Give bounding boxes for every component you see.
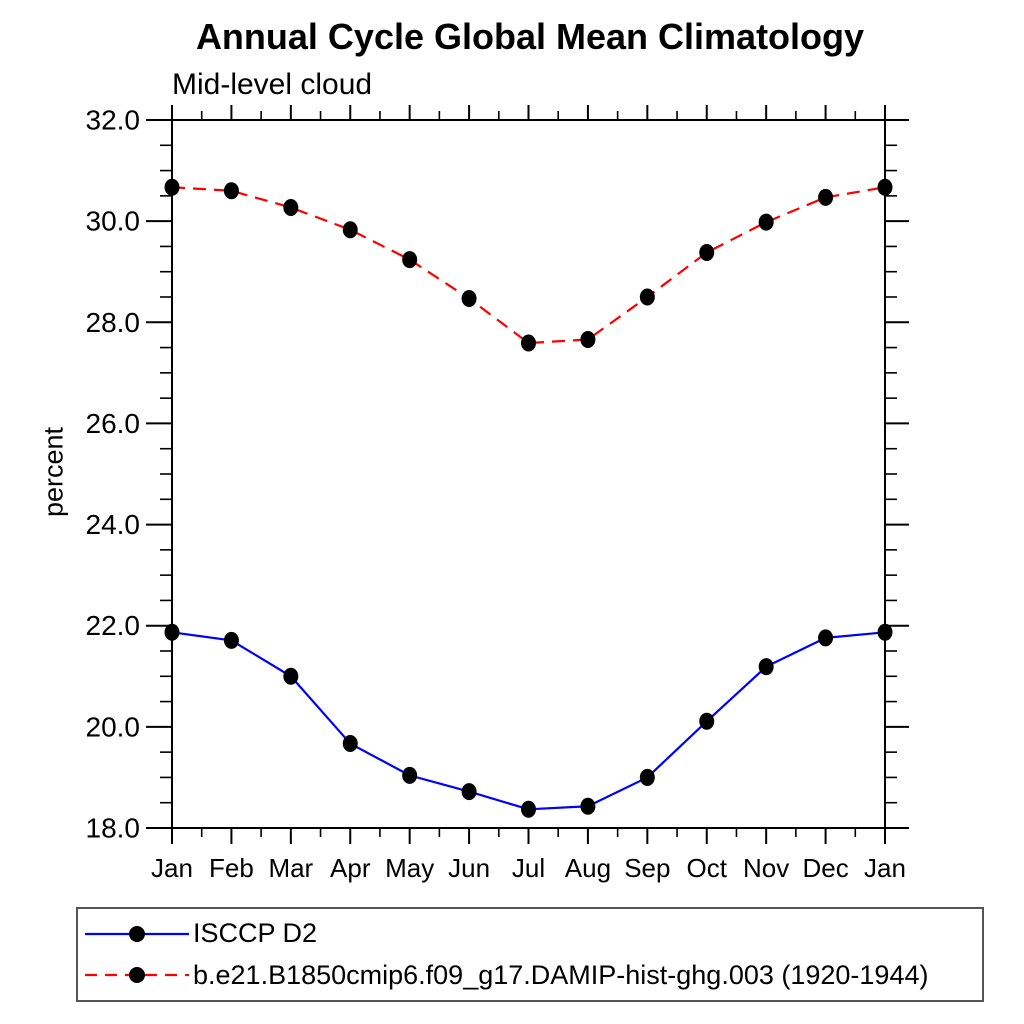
x-tick-label: Jun — [448, 853, 490, 883]
data-point-marker-series-0 — [283, 667, 299, 685]
x-tick-label: May — [385, 853, 434, 883]
data-point-marker-series-0 — [402, 766, 418, 784]
legend-label-isccp-d2: ISCCP D2 — [193, 918, 318, 949]
data-point-marker-series-1 — [283, 198, 299, 216]
x-tick-label: Dec — [802, 853, 848, 883]
data-point-marker-series-0 — [223, 631, 239, 649]
y-tick-label: 24.0 — [86, 509, 141, 540]
x-tick-label: Apr — [330, 853, 371, 883]
y-tick-label: 22.0 — [86, 610, 141, 641]
data-point-marker-series-1 — [699, 243, 715, 261]
legend-dashed-line-icon — [85, 967, 189, 984]
chart-subtitle: Mid-level cloud — [172, 68, 373, 101]
data-point-marker-series-0 — [818, 629, 834, 647]
x-tick-label: Nov — [743, 853, 789, 883]
legend-item-model: b.e21.B1850cmip6.f09_g17.DAMIP-hist-ghg.… — [83, 958, 982, 992]
legend-label-model: b.e21.B1850cmip6.f09_g17.DAMIP-hist-ghg.… — [193, 959, 929, 990]
legend-solid-line-icon — [85, 925, 189, 942]
x-tick-label: Feb — [209, 853, 254, 883]
y-tick-label: 26.0 — [86, 408, 141, 439]
x-tick-label: Jan — [864, 853, 906, 883]
series-line-0 — [171, 631, 886, 811]
x-tick-label: Jul — [512, 853, 545, 883]
data-point-marker-series-1 — [461, 290, 477, 308]
data-point-marker-series-1 — [877, 178, 893, 196]
data-point-marker-series-1 — [818, 188, 834, 206]
chart-title: Annual Cycle Global Mean Climatology — [195, 16, 865, 57]
data-point-marker-series-0 — [699, 712, 715, 730]
data-point-marker-series-1 — [580, 330, 596, 348]
data-point-marker-series-0 — [342, 735, 358, 753]
x-tick-label: Sep — [624, 853, 670, 883]
x-tick-label: Jan — [151, 853, 193, 883]
data-point-marker-series-0 — [758, 658, 774, 676]
data-point-marker-series-0 — [521, 800, 536, 818]
x-tick-label: Mar — [268, 853, 313, 883]
data-point-marker-series-0 — [639, 768, 655, 786]
y-tick-label: 18.0 — [86, 813, 141, 844]
data-point-marker-series-1 — [402, 251, 418, 269]
data-point-marker-series-1 — [521, 334, 536, 352]
data-point-marker-series-0 — [164, 623, 180, 641]
data-point-marker-series-1 — [639, 288, 655, 306]
x-tick-label: Aug — [565, 853, 611, 883]
data-point-marker-series-0 — [877, 623, 893, 641]
legend-item-isccp-d2: ISCCP D2 — [83, 917, 982, 951]
x-tick-label: Oct — [687, 853, 728, 883]
data-point-marker-series-1 — [223, 182, 239, 200]
legend-box: ISCCP D2 b.e21.B1850cmip6.f09_g17.DAMIP-… — [76, 907, 984, 1002]
data-point-marker-series-0 — [580, 797, 596, 815]
series-line-1 — [171, 186, 886, 345]
y-tick-label: 32.0 — [86, 105, 141, 136]
data-point-marker-series-0 — [461, 783, 477, 801]
data-point-marker-series-1 — [342, 221, 358, 239]
data-point-marker-series-1 — [164, 178, 180, 196]
y-tick-label: 28.0 — [86, 307, 141, 338]
data-point-marker-series-1 — [758, 213, 774, 231]
y-tick-label: 30.0 — [86, 206, 141, 237]
plot-frame — [171, 119, 886, 829]
y-tick-label: 20.0 — [86, 711, 141, 742]
